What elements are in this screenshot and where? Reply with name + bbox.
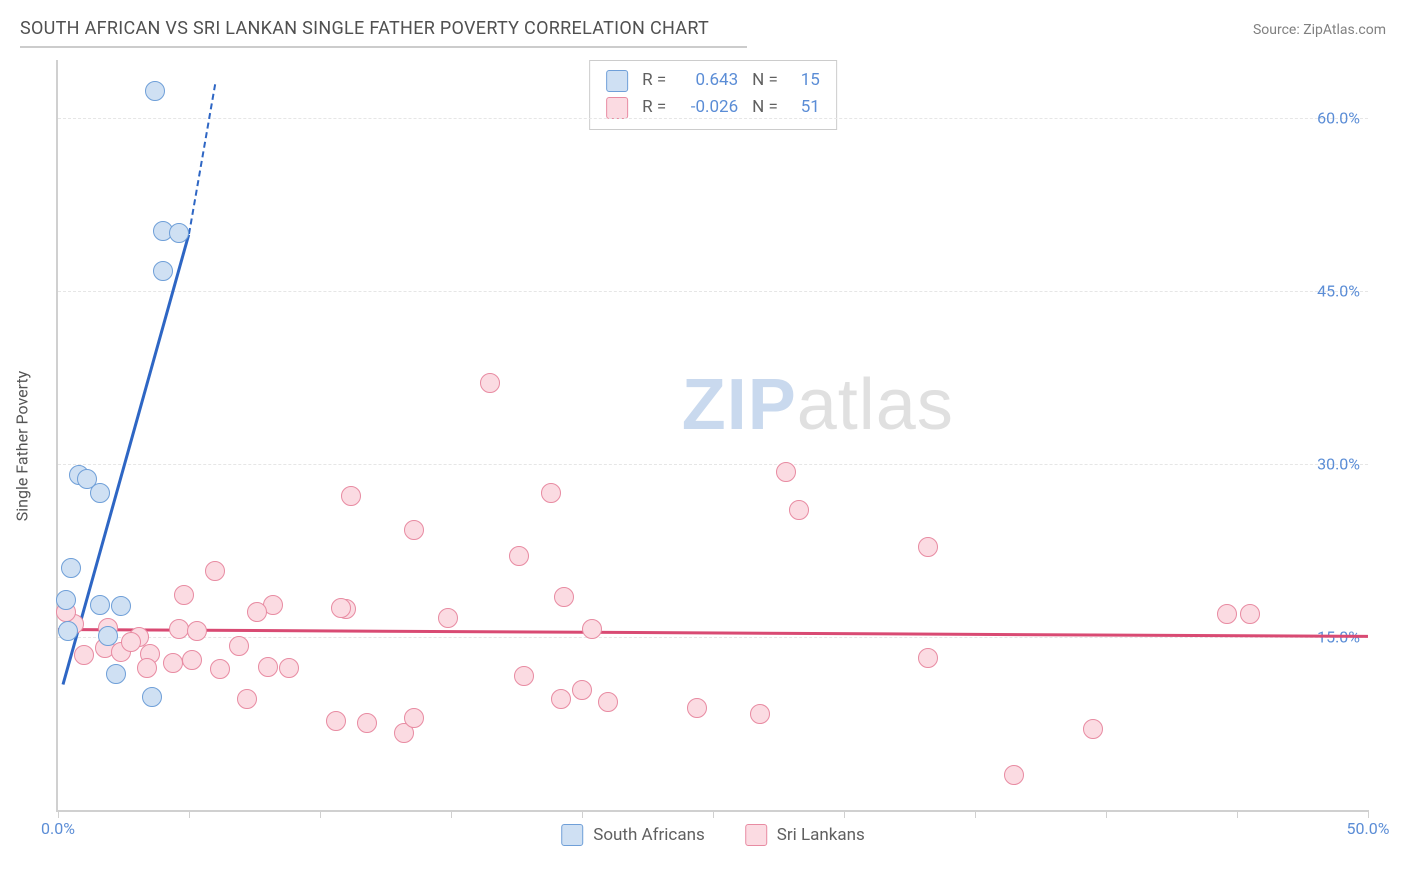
stats-row: R = 0.643 N = 15	[606, 67, 820, 94]
x-tick	[975, 810, 976, 818]
scatter-marker	[56, 590, 76, 610]
scatter-marker	[210, 659, 230, 679]
scatter-marker	[598, 692, 618, 712]
y-tick-label: 45.0%	[1317, 281, 1360, 300]
scatter-marker	[229, 636, 249, 656]
x-tick	[451, 810, 452, 818]
scatter-marker	[357, 713, 377, 733]
x-tick	[189, 810, 190, 818]
scatter-marker	[326, 711, 346, 731]
scatter-marker	[789, 500, 809, 520]
scatter-marker	[237, 689, 257, 709]
scatter-marker	[572, 680, 592, 700]
scatter-marker	[142, 687, 162, 707]
scatter-marker	[331, 598, 351, 618]
x-tick	[713, 810, 714, 818]
scatter-marker	[163, 653, 183, 673]
stat-n-value: 15	[792, 67, 820, 94]
legend-item: South Africans	[561, 824, 705, 846]
x-tick	[320, 810, 321, 818]
scatter-marker	[551, 689, 571, 709]
scatter-marker	[121, 632, 141, 652]
series-legend: South Africans Sri Lankans	[561, 824, 865, 846]
scatter-marker	[205, 561, 225, 581]
scatter-marker	[1240, 604, 1260, 624]
x-tick	[844, 810, 845, 818]
gridline	[58, 637, 1368, 638]
scatter-marker	[247, 602, 267, 622]
scatter-marker	[404, 708, 424, 728]
scatter-marker	[341, 486, 361, 506]
gridline	[58, 118, 1368, 119]
scatter-marker	[776, 462, 796, 482]
scatter-plot-area: ZIPatlas R = 0.643 N = 15 R = -0.026 N =…	[56, 60, 1368, 812]
scatter-marker	[582, 619, 602, 639]
scatter-marker	[541, 483, 561, 503]
scatter-marker	[404, 520, 424, 540]
scatter-marker	[111, 596, 131, 616]
scatter-marker	[918, 537, 938, 557]
x-tick	[582, 810, 583, 818]
scatter-marker	[187, 621, 207, 641]
scatter-marker	[480, 373, 500, 393]
scatter-marker	[918, 648, 938, 668]
scatter-marker	[1004, 765, 1024, 785]
y-axis-title: Single Father Poverty	[13, 371, 32, 522]
scatter-marker	[145, 81, 165, 101]
scatter-marker	[514, 666, 534, 686]
legend-swatch-icon	[606, 97, 628, 119]
x-tick-label: 50.0%	[1347, 819, 1390, 838]
scatter-marker	[174, 585, 194, 605]
scatter-marker	[74, 645, 94, 665]
chart-source: Source: ZipAtlas.com	[1253, 22, 1386, 38]
legend-item: Sri Lankans	[745, 824, 865, 846]
legend-swatch-icon	[745, 824, 767, 846]
scatter-marker	[438, 608, 458, 628]
scatter-marker	[554, 587, 574, 607]
legend-label: South Africans	[593, 825, 705, 845]
scatter-marker	[153, 261, 173, 281]
title-underline	[20, 46, 747, 48]
scatter-marker	[1217, 604, 1237, 624]
scatter-marker	[137, 658, 157, 678]
scatter-marker	[1083, 719, 1103, 739]
scatter-marker	[687, 698, 707, 718]
scatter-marker	[169, 619, 189, 639]
scatter-marker	[169, 223, 189, 243]
scatter-marker	[106, 664, 126, 684]
scatter-marker	[182, 650, 202, 670]
legend-label: Sri Lankans	[777, 825, 865, 845]
stat-n-label: N =	[752, 67, 778, 94]
x-tick-label: 0.0%	[41, 819, 75, 838]
correlation-stats-box: R = 0.643 N = 15 R = -0.026 N = 51	[589, 60, 837, 130]
scatter-marker	[58, 621, 78, 641]
watermark: ZIPatlas	[682, 364, 954, 446]
x-tick	[58, 810, 59, 818]
stat-r-value: 0.643	[680, 67, 738, 94]
gridline	[58, 291, 1368, 292]
gridline	[58, 464, 1368, 465]
legend-swatch-icon	[606, 70, 628, 92]
scatter-marker	[98, 626, 118, 646]
scatter-marker	[90, 483, 110, 503]
stat-r-label: R =	[642, 67, 666, 94]
scatter-marker	[509, 546, 529, 566]
scatter-marker	[750, 704, 770, 724]
legend-swatch-icon	[561, 824, 583, 846]
y-tick-label: 60.0%	[1317, 108, 1360, 127]
chart-title: SOUTH AFRICAN VS SRI LANKAN SINGLE FATHE…	[20, 18, 709, 39]
x-tick	[1368, 810, 1369, 818]
watermark-zip: ZIP	[682, 365, 797, 445]
scatter-marker	[90, 595, 110, 615]
y-tick-label: 30.0%	[1317, 454, 1360, 473]
chart-header: SOUTH AFRICAN VS SRI LANKAN SINGLE FATHE…	[20, 18, 1386, 39]
scatter-marker	[279, 658, 299, 678]
scatter-marker	[61, 558, 81, 578]
x-tick	[1237, 810, 1238, 818]
x-tick	[1106, 810, 1107, 818]
trend-line	[188, 84, 216, 234]
watermark-atlas: atlas	[797, 365, 954, 445]
scatter-marker	[258, 657, 278, 677]
